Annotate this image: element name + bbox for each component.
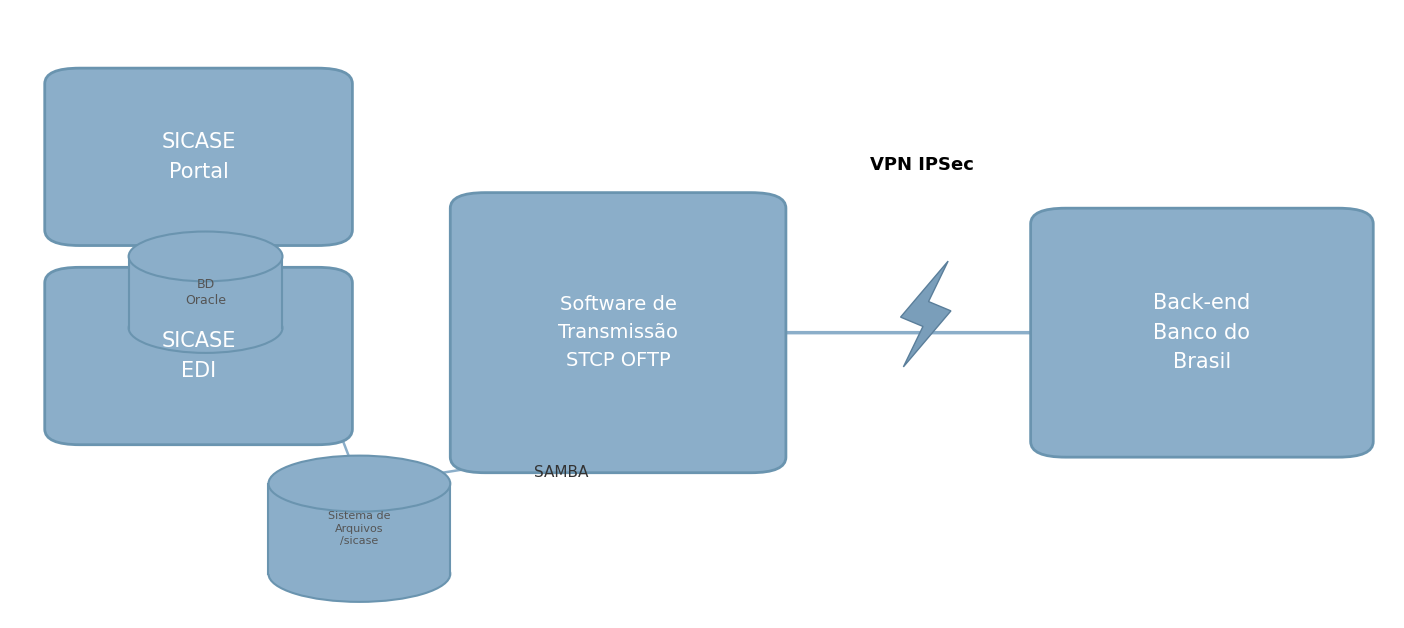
FancyBboxPatch shape (45, 268, 352, 445)
Polygon shape (268, 484, 451, 574)
Text: SICASE
EDI: SICASE EDI (161, 331, 236, 381)
FancyBboxPatch shape (1031, 208, 1373, 457)
Text: Back-end
Banco do
Brasil: Back-end Banco do Brasil (1153, 293, 1251, 372)
Text: SAMBA: SAMBA (534, 465, 588, 480)
Text: Software de
Transmissão
STCP OFTP: Software de Transmissão STCP OFTP (559, 295, 678, 370)
Text: Sistema de
Arquivos
/sicase: Sistema de Arquivos /sicase (329, 511, 390, 546)
FancyBboxPatch shape (45, 68, 352, 246)
Text: SICASE
Portal: SICASE Portal (161, 132, 236, 181)
Ellipse shape (129, 303, 282, 353)
Polygon shape (129, 256, 282, 328)
Polygon shape (900, 261, 951, 367)
Ellipse shape (268, 546, 451, 602)
Text: BD
Oracle: BD Oracle (185, 278, 226, 306)
Ellipse shape (129, 232, 282, 281)
FancyBboxPatch shape (451, 193, 786, 473)
Text: VPN IPSec: VPN IPSec (870, 156, 974, 173)
Ellipse shape (268, 455, 451, 512)
